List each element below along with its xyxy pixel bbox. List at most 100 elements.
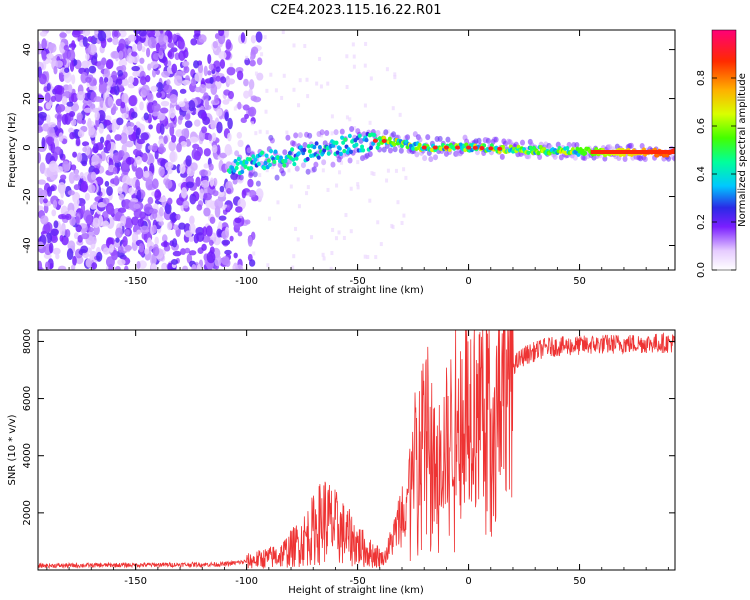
heatmap-noise-cell (82, 146, 88, 153)
heatmap-speckle (245, 154, 249, 159)
heatmap-noise-cell (59, 72, 64, 81)
heatmap-noise-cell (55, 60, 64, 68)
heatmap-noise-cell (112, 103, 117, 115)
heatmap-noise-cell (131, 51, 138, 57)
heatmap-noise-cell (163, 56, 168, 67)
heatmap-ridge-cell (337, 146, 342, 151)
heatmap-noise-cell (47, 126, 55, 138)
heatmap-noise-cell (250, 46, 259, 55)
heatmap-noise-cell (177, 38, 185, 50)
heatmap-noise-cell (50, 235, 59, 243)
heatmap-ridge-cell (528, 145, 533, 151)
heatmap-speckle (321, 168, 325, 173)
heatmap-speckle (265, 168, 269, 173)
heatmap-ridge-cell (251, 154, 256, 159)
colorbar-tick-label: 0.6 (696, 118, 707, 134)
heatmap-ridge-cell (411, 146, 416, 151)
heatmap-noise-cell (191, 148, 198, 160)
heatmap-noise-cell (193, 60, 200, 69)
heatmap-speckle (271, 165, 275, 170)
heatmap-noise-cell (124, 217, 134, 230)
snr-frame (37, 329, 676, 571)
heatmap-speckle (366, 255, 370, 260)
heatmap-ridge-cell (290, 147, 295, 152)
heatmap-speckle (352, 64, 356, 69)
heatmap-noise-cell (172, 250, 182, 257)
heatmap-noise-cell (47, 43, 56, 49)
heatmap-speckle (363, 103, 367, 108)
heatmap-speckle (363, 254, 367, 259)
heatmap-noise-cell (52, 247, 61, 255)
heatmap-halo-cell (526, 153, 532, 160)
heatmap-noise-cell (150, 85, 158, 92)
heatmap-noise-cell (47, 122, 57, 128)
heatmap-noise-cell (120, 101, 126, 109)
heatmap-noise-cell (167, 42, 175, 49)
heatmap-noise-cell (207, 53, 212, 65)
heatmap-noise-cell (85, 76, 92, 83)
heatmap-noise-cell (113, 175, 120, 187)
heatmap-speckle (345, 115, 349, 120)
heatmap-noise-cell (152, 111, 160, 117)
heatmap-noise-cell (41, 136, 46, 149)
heatmap-noise-cell (164, 161, 174, 170)
heatmap-noise-cell (118, 193, 125, 201)
heatmap-ridge-peak (590, 150, 675, 154)
heatmap-noise-cell (180, 140, 188, 148)
heatmap-ridge-cell (576, 152, 581, 157)
heatmap-noise-cell (190, 162, 198, 171)
heatmap-noise-cell (117, 207, 127, 214)
heatmap-noise-cell (138, 30, 148, 37)
heatmap-noise-cell (81, 60, 90, 69)
heatmap-noise-cell (181, 79, 191, 86)
heatmap-halo-cell (672, 155, 675, 162)
heatmap-noise-cell (103, 77, 109, 83)
heatmap-halo-cell (387, 147, 393, 154)
heatmap-halo-cell (269, 137, 275, 144)
heatmap-ridge-cell (266, 158, 271, 163)
heatmap-noise-cell (88, 125, 96, 136)
heatmap-noise-cell (139, 101, 144, 111)
heatmap-noise-cell (70, 264, 76, 270)
heatmap-ridge-cell (368, 145, 373, 151)
heatmap-noise-cell (221, 230, 229, 240)
heatmap-noise-cell (160, 100, 170, 107)
heatmap-noise-cell (38, 73, 47, 85)
heatmap-ridge-cell (417, 142, 422, 148)
heatmap-speckle (260, 52, 264, 57)
heatmap-noise-cell (167, 197, 173, 205)
snr-ylabel: SNR (10 * v/v) (7, 414, 18, 485)
heatmap-noise-cell (45, 102, 52, 110)
heatmap-halo-cell (381, 146, 387, 153)
heatmap-noise-cell (156, 91, 162, 99)
heatmap-noise-cell (152, 143, 158, 152)
heatmap-noise-cell (196, 263, 202, 270)
heatmap-noise-cell (117, 78, 123, 85)
heatmap-noise-cell (98, 158, 103, 164)
heatmap-noise-cell (184, 247, 191, 254)
heatmap-noise-cell (206, 251, 216, 264)
heatmap-noise-cell (92, 143, 99, 154)
heatmap-noise-cell (240, 117, 247, 124)
heatmap-noise-cell (128, 187, 135, 196)
heatmap-noise-cell (118, 30, 127, 38)
heatmap-noise-cell (69, 216, 76, 227)
heatmap-noise-cell (46, 53, 54, 59)
heatmap-noise-cell (86, 247, 92, 253)
heatmap-noise-cell (108, 243, 114, 253)
heatmap-noise-cell (67, 190, 75, 196)
heatmap-speckle (369, 76, 373, 81)
heatmap-noise-cell (215, 75, 221, 82)
heatmap-noise-cell (247, 178, 254, 188)
heatmap-halo-cell (642, 156, 648, 163)
heatmap-noise-cell (59, 234, 64, 242)
heatmap-noise-cell (59, 42, 66, 54)
heatmap-speckle (274, 88, 278, 93)
heatmap-noise-cell (112, 152, 122, 164)
heatmap-halo-cell (433, 154, 439, 161)
heatmap-halo-cell (246, 147, 252, 154)
heatmap-noise-cell (176, 142, 182, 153)
heatmap-noise-cell (188, 99, 196, 112)
heatmap-noise-cell (154, 236, 159, 245)
heatmap-hotspot (497, 146, 503, 151)
